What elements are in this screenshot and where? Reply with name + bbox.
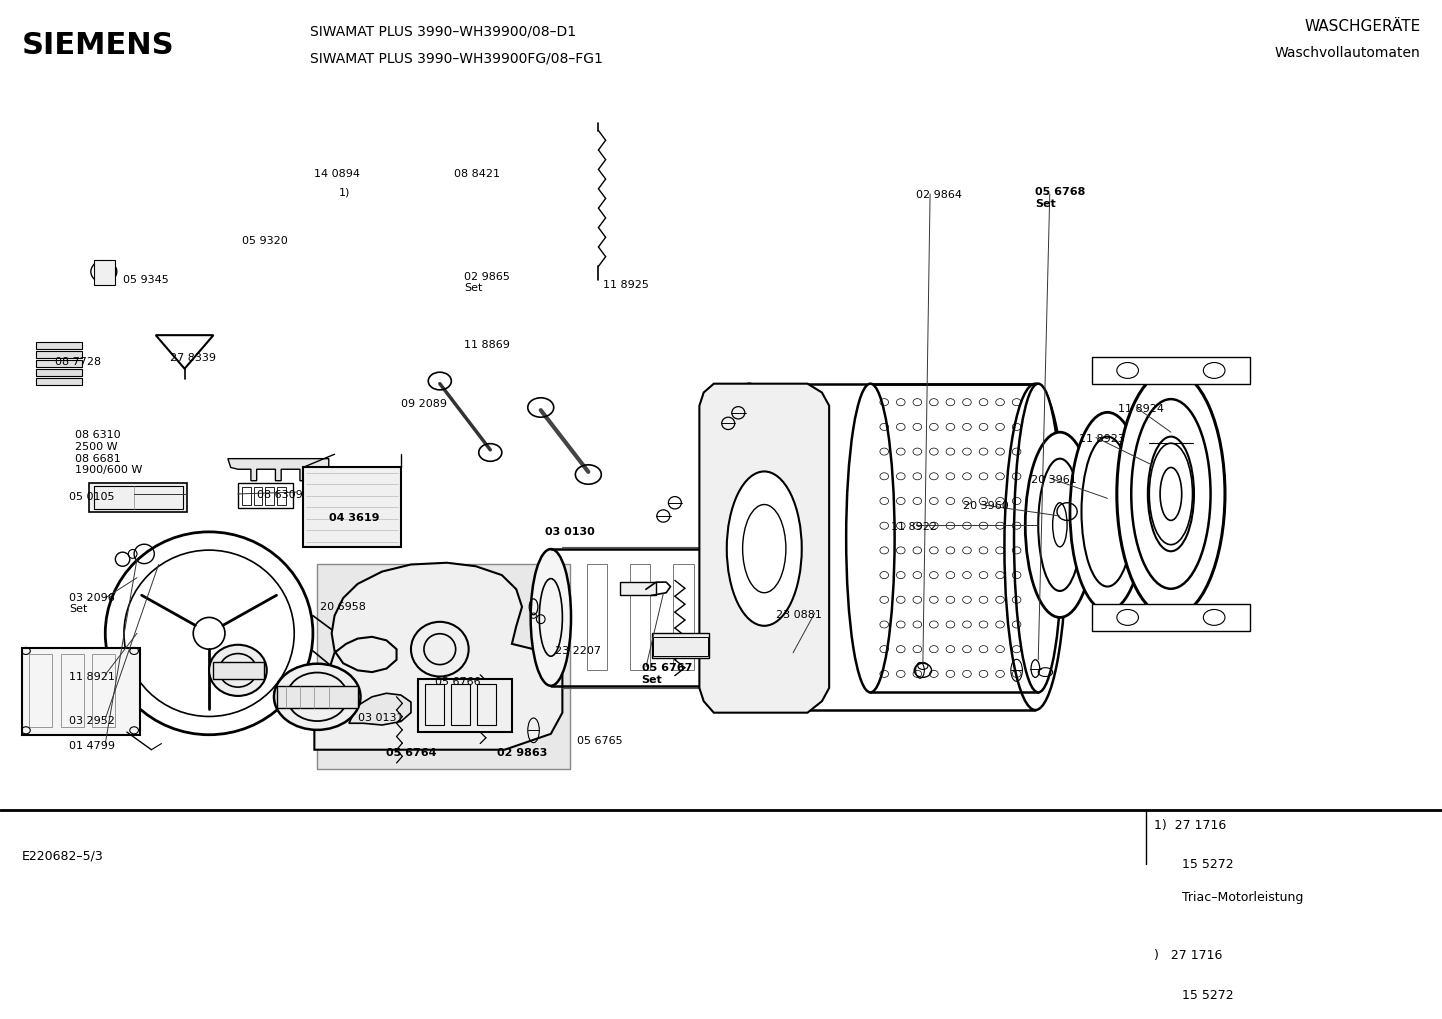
Bar (451, 685, 470, 726)
Text: 09 2089: 09 2089 (401, 398, 447, 409)
Bar (89, 483, 187, 512)
Text: 11 8925: 11 8925 (603, 280, 649, 290)
Text: 02 9864: 02 9864 (916, 190, 962, 200)
Bar (61, 654, 84, 727)
Polygon shape (699, 384, 829, 712)
Bar (652, 633, 709, 658)
Text: 15 5272: 15 5272 (1182, 858, 1234, 871)
Text: 11 8921: 11 8921 (69, 673, 115, 682)
Text: 15 5272: 15 5272 (1182, 988, 1234, 1002)
Text: SIWAMAT PLUS 3990–WH39900/08–D1: SIWAMAT PLUS 3990–WH39900/08–D1 (310, 24, 577, 39)
Bar (36, 377, 82, 384)
Polygon shape (314, 562, 562, 750)
Ellipse shape (1116, 371, 1226, 618)
Ellipse shape (1070, 413, 1145, 610)
Text: 11 8924: 11 8924 (1118, 404, 1164, 414)
Text: 08 8421: 08 8421 (454, 169, 500, 179)
Ellipse shape (209, 645, 267, 696)
Text: 08 6309: 08 6309 (257, 489, 303, 499)
Bar (36, 369, 82, 376)
Bar (630, 565, 650, 671)
Bar (94, 260, 115, 285)
Bar (213, 661, 264, 679)
Text: 14 0894: 14 0894 (314, 169, 360, 179)
Text: E220682–5/3: E220682–5/3 (22, 850, 104, 863)
Bar (1092, 604, 1250, 631)
Text: 05 9345: 05 9345 (123, 275, 169, 285)
Text: 05 6768
Set: 05 6768 Set (1035, 187, 1086, 209)
Text: 20 3961: 20 3961 (1031, 475, 1077, 484)
Text: 11 8923: 11 8923 (1079, 434, 1125, 444)
Bar (277, 487, 286, 504)
Text: 27 8339: 27 8339 (170, 353, 216, 363)
Text: )   27 1716: ) 27 1716 (1154, 949, 1221, 962)
Bar (587, 565, 607, 671)
Ellipse shape (727, 472, 802, 626)
Bar (238, 483, 293, 508)
Text: 03 2952: 03 2952 (69, 716, 115, 727)
Text: Waschvollautomaten: Waschvollautomaten (1275, 46, 1420, 60)
Text: 03 0130: 03 0130 (545, 528, 596, 537)
Text: WASCHGERÄTE: WASCHGERÄTE (1304, 19, 1420, 35)
Bar (277, 686, 358, 708)
Bar (36, 342, 82, 350)
Polygon shape (317, 565, 570, 769)
Ellipse shape (274, 663, 360, 730)
Bar (254, 487, 262, 504)
Bar (425, 685, 444, 726)
Bar (94, 486, 183, 508)
Bar (673, 565, 694, 671)
Bar (29, 654, 52, 727)
Ellipse shape (846, 384, 894, 692)
Bar (92, 654, 115, 727)
Text: SIWAMAT PLUS 3990–WH39900FG/08–FG1: SIWAMAT PLUS 3990–WH39900FG/08–FG1 (310, 51, 603, 65)
Text: 05 9320: 05 9320 (242, 236, 288, 247)
Text: 20 3960: 20 3960 (963, 501, 1009, 511)
Text: 1): 1) (339, 187, 350, 198)
Text: 05 6765: 05 6765 (577, 737, 623, 747)
Bar (36, 352, 82, 358)
Bar (620, 582, 656, 595)
Text: 05 6766: 05 6766 (435, 678, 482, 688)
Text: SIEMENS: SIEMENS (22, 31, 174, 60)
Bar (22, 648, 140, 735)
Bar (418, 679, 512, 732)
Text: 03 2096
Set: 03 2096 Set (69, 593, 115, 614)
Text: 11 8922: 11 8922 (891, 522, 937, 532)
Text: 05 0105: 05 0105 (69, 492, 115, 502)
Text: Triac–Motorleistung: Triac–Motorleistung (1182, 891, 1304, 904)
Ellipse shape (1025, 432, 1094, 618)
Text: 01 4799: 01 4799 (69, 741, 115, 751)
Text: 03 0131: 03 0131 (358, 712, 404, 722)
Bar (36, 360, 82, 367)
Text: 08 6310
2500 W
08 6681
1900/600 W: 08 6310 2500 W 08 6681 1900/600 W (75, 430, 143, 475)
Text: 08 7728: 08 7728 (55, 358, 101, 367)
Text: 02 9865
Set: 02 9865 Set (464, 272, 510, 293)
Bar (303, 468, 401, 547)
Polygon shape (349, 693, 411, 726)
Text: 05 6767
Set: 05 6767 Set (642, 663, 692, 685)
Text: 23 0881: 23 0881 (776, 610, 822, 621)
Bar (653, 637, 708, 656)
Ellipse shape (1005, 384, 1066, 710)
Bar (477, 685, 496, 726)
Polygon shape (228, 459, 329, 481)
Text: 23 2207: 23 2207 (555, 646, 601, 655)
Ellipse shape (715, 549, 756, 686)
Ellipse shape (411, 622, 469, 677)
Bar (1092, 358, 1250, 384)
Ellipse shape (718, 384, 780, 710)
Text: 1)  27 1716: 1) 27 1716 (1154, 818, 1226, 832)
Ellipse shape (531, 549, 571, 686)
Text: 20 6958: 20 6958 (320, 601, 366, 611)
Text: 04 3619: 04 3619 (329, 514, 379, 524)
Bar (242, 487, 251, 504)
Text: 02 9863: 02 9863 (497, 748, 548, 758)
Text: 11 8869: 11 8869 (464, 339, 510, 350)
Text: 05 6764: 05 6764 (386, 748, 437, 758)
Ellipse shape (1014, 384, 1063, 692)
Bar (265, 487, 274, 504)
